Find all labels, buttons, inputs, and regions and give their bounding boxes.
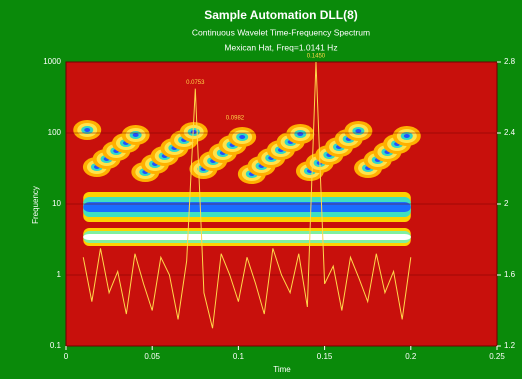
y2-tick-label: 1.6 <box>504 270 516 279</box>
y2-tick-label: 1.2 <box>504 341 516 350</box>
y-tick-label: 10 <box>52 199 61 208</box>
spectrum-blob <box>297 132 304 136</box>
spectrum-band <box>83 234 411 240</box>
x-tick-label: 0.25 <box>489 352 505 361</box>
x-tick-label: 0.15 <box>317 352 333 361</box>
spectrum-blob <box>239 135 246 139</box>
y2-tick-label: 2.8 <box>504 57 516 66</box>
x-tick-label: 0.1 <box>233 352 245 361</box>
x-axis-label: Time <box>273 365 291 374</box>
spectrum-blob <box>355 129 362 133</box>
spectrum-blob <box>190 130 197 134</box>
annotation: 0.0753 <box>186 80 205 86</box>
signal-line <box>82 61 412 329</box>
y-tick-label: 0.1 <box>50 341 62 350</box>
spectrum-blob <box>132 133 139 137</box>
y-axis-label: Frequency <box>31 186 40 224</box>
spectrum-blob <box>84 128 91 132</box>
spectrum-blob <box>403 134 410 138</box>
chart-caption: Mexican Hat, Freq=1.0141 Hz <box>224 42 337 52</box>
annotation: 0.0982 <box>226 116 245 122</box>
y2-tick-label: 2 <box>504 199 509 208</box>
chart-title: Sample Automation DLL(8) <box>204 8 358 22</box>
x-tick-label: 0.2 <box>405 352 417 361</box>
y-tick-label: 1000 <box>43 57 61 66</box>
y2-tick-label: 2.4 <box>504 128 516 137</box>
annotation: 0.1450 <box>307 54 326 60</box>
y-tick-label: 100 <box>48 128 62 137</box>
y-tick-label: 1 <box>57 270 62 279</box>
spectrum-band <box>83 202 411 212</box>
chart-subtitle: Continuous Wavelet Time-Frequency Spectr… <box>192 27 370 37</box>
x-tick-label: 0 <box>64 352 69 361</box>
x-tick-label: 0.05 <box>144 352 160 361</box>
